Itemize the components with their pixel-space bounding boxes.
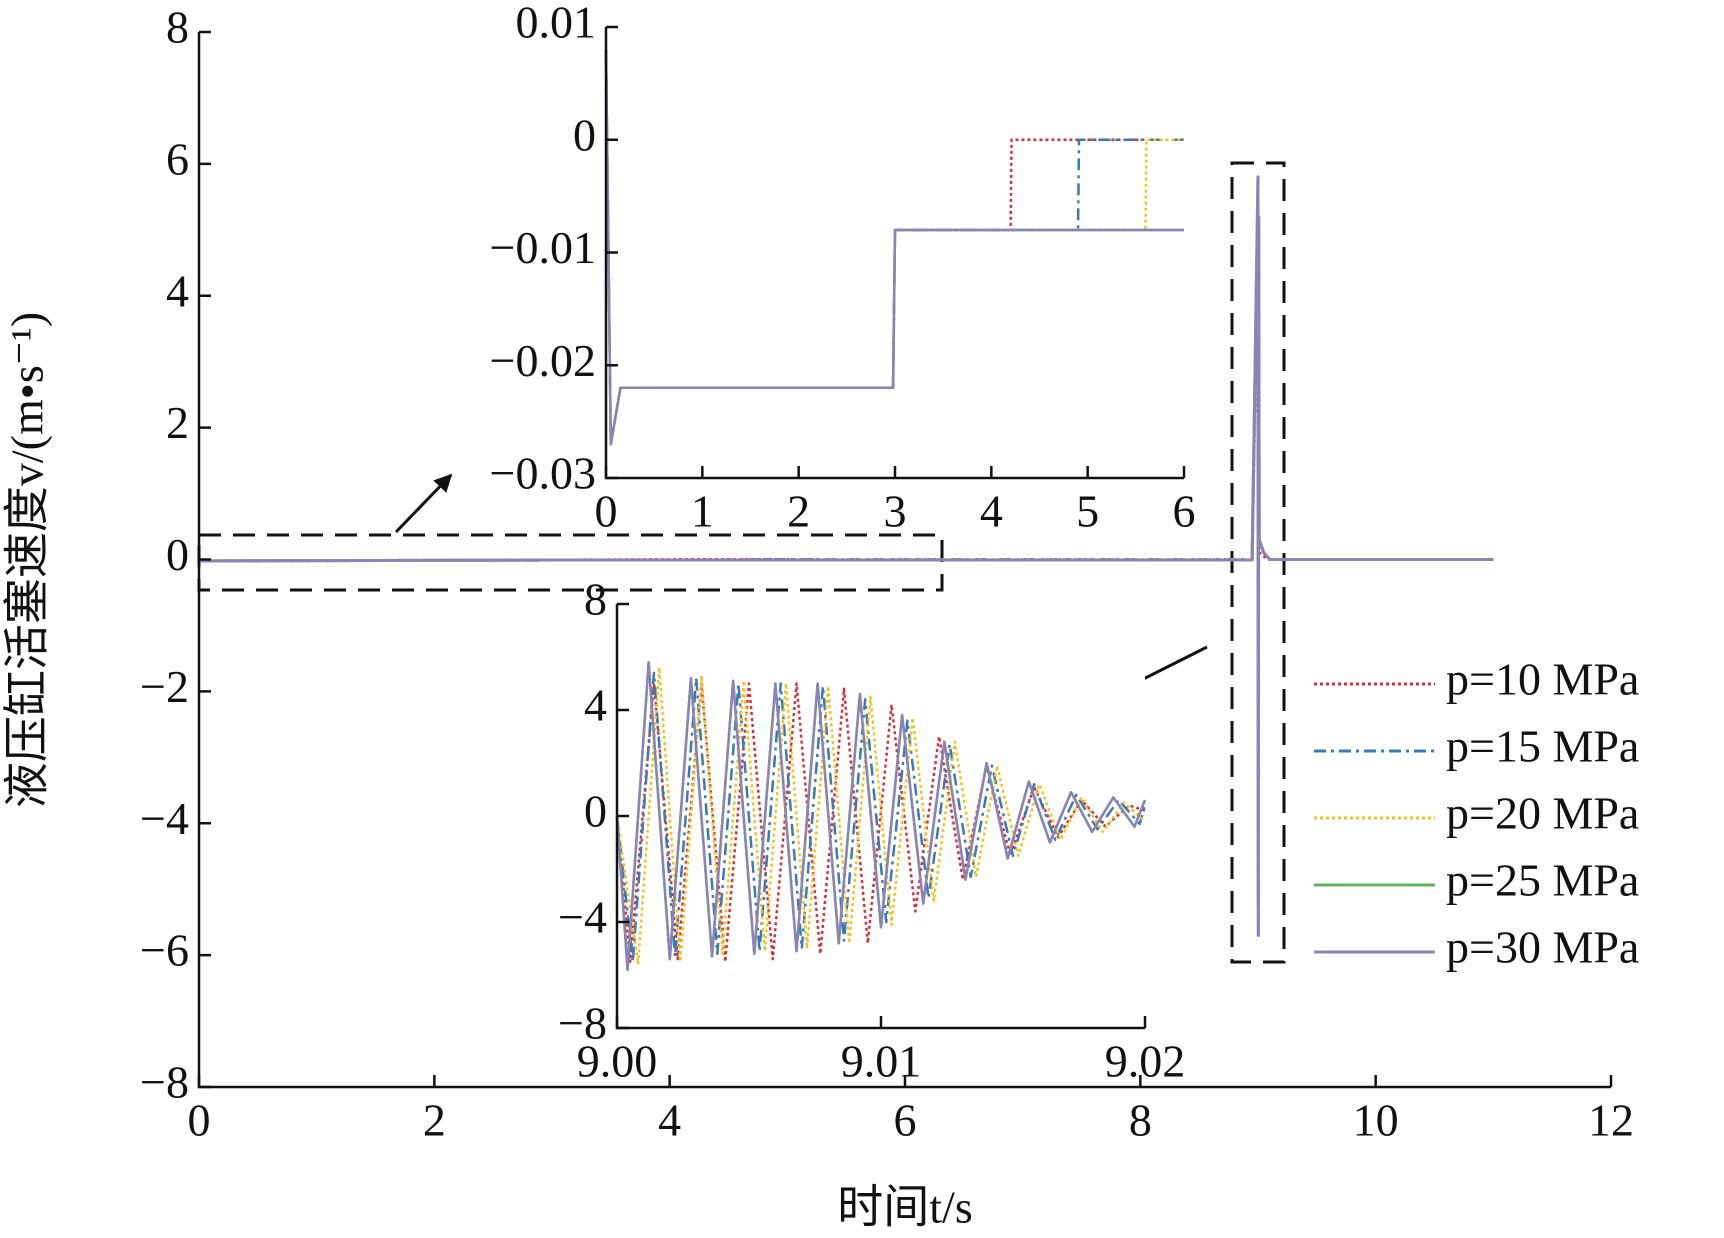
y-tick-label: −4 <box>558 892 607 943</box>
x-tick-label: 4 <box>980 486 1003 537</box>
y-tick-label: 4 <box>166 265 189 316</box>
legend-label: p=30 MPa <box>1446 922 1639 973</box>
x-tick-label: 3 <box>884 486 907 537</box>
zoom-box <box>1230 161 1286 964</box>
x-tick-label: 1 <box>691 486 714 537</box>
inset-background <box>617 604 1145 1028</box>
x-tick-label: 9.00 <box>577 1036 658 1087</box>
y-tick-label: 2 <box>166 397 189 448</box>
x-tick-label: 5 <box>1076 486 1099 537</box>
series-line <box>604 49 1184 446</box>
y-tick-label: 4 <box>584 680 607 731</box>
y-tick-label: −8 <box>558 998 607 1049</box>
zoom-box <box>197 533 944 592</box>
y-tick-label: −6 <box>140 925 189 976</box>
x-axis-label: 时间t/s <box>837 1182 972 1233</box>
y-tick-label: 0.01 <box>516 0 597 48</box>
y-tick-label: −0.01 <box>490 222 596 273</box>
x-tick-label: 9.02 <box>1105 1036 1186 1087</box>
legend-label: p=20 MPa <box>1446 788 1639 839</box>
y-tick-label: 0 <box>166 529 189 580</box>
x-tick-label: 12 <box>1588 1095 1634 1146</box>
y-tick-label: 8 <box>584 574 607 625</box>
legend-label: p=15 MPa <box>1446 721 1639 772</box>
series-line <box>615 666 1146 966</box>
y-tick-label: 0 <box>573 109 596 160</box>
series-line <box>615 661 1147 971</box>
x-tick-label: 2 <box>423 1095 446 1146</box>
x-tick-label: 10 <box>1353 1095 1399 1146</box>
y-tick-label: −0.03 <box>490 448 596 499</box>
y-axis-label: 液压缸活塞速度v/(m•s⁻¹) <box>2 312 53 808</box>
series-line <box>615 682 1146 963</box>
x-tick-label: 0 <box>595 486 618 537</box>
y-tick-label: 6 <box>166 133 189 184</box>
series-line <box>198 175 1494 937</box>
x-tick-label: 4 <box>658 1095 681 1146</box>
y-tick-label: −4 <box>140 793 189 844</box>
y-tick-label: −0.02 <box>490 335 596 386</box>
y-tick-label: 8 <box>166 2 189 53</box>
x-tick-label: 6 <box>1173 486 1196 537</box>
series-line <box>615 671 1147 963</box>
legend-label: p=10 MPa <box>1446 654 1639 705</box>
x-tick-label: 6 <box>894 1095 917 1146</box>
y-tick-label: 0 <box>584 786 607 837</box>
y-tick-label: −2 <box>140 661 189 712</box>
x-tick-label: 8 <box>1129 1095 1152 1146</box>
legend-label: p=25 MPa <box>1446 855 1639 906</box>
x-tick-label: 2 <box>787 486 810 537</box>
arrow <box>394 473 453 534</box>
y-tick-label: −8 <box>140 1057 189 1108</box>
x-tick-label: 9.01 <box>841 1036 922 1087</box>
x-tick-label: 0 <box>188 1095 211 1146</box>
